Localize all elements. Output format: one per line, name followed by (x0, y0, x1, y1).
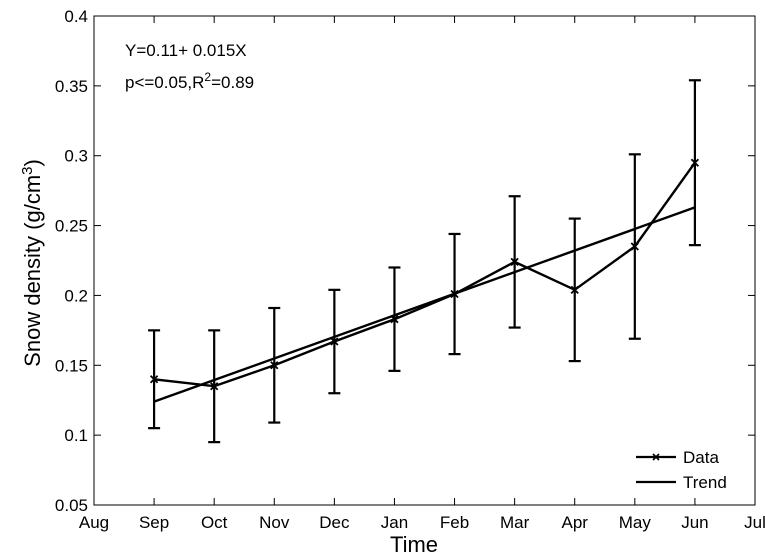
error-bar (148, 329, 161, 430)
data-point (450, 289, 459, 299)
y-axis-title-close: ) (20, 159, 45, 166)
legend: Data Trend (628, 443, 740, 495)
y-tick-label: 0.05 (55, 496, 88, 515)
x-tick-label: Feb (440, 513, 469, 532)
error-bar (568, 217, 581, 363)
data-point (390, 315, 399, 324)
x-tick-label: Aug (79, 513, 109, 532)
data-point (510, 257, 519, 267)
y-tick-label: 0.35 (55, 77, 88, 96)
regression-equation: Y=0.11+ 0.015X (125, 41, 247, 60)
regression-stats-a: p<=0.05,R (125, 73, 204, 92)
error-bar (268, 306, 281, 424)
regression-stats-b: =0.89 (211, 73, 254, 92)
regression-stats-sup: 2 (204, 70, 211, 84)
error-bar (388, 266, 401, 372)
y-axis-title-main: Snow density (g/cm (20, 175, 45, 367)
x-tick-label: Nov (259, 513, 290, 532)
legend-label-trend: Trend (683, 473, 727, 492)
y-tick-label: 0.2 (64, 286, 88, 305)
data-point (210, 382, 219, 391)
plot-area: 0.05 0.1 0.15 0.2 0.25 0.3 0.35 0.4 Aug Sep Oct Nov… (55, 7, 765, 532)
data-point (270, 361, 279, 370)
axes-box (93, 15, 756, 506)
y-tick-label: 0.3 (64, 147, 88, 166)
error-bar (448, 232, 461, 356)
legend-label-data: Data (683, 448, 719, 467)
x-tick-label: Sep (139, 513, 169, 532)
x-tick-label: Jun (681, 513, 708, 532)
trend-line (153, 206, 696, 403)
error-bar (688, 79, 701, 247)
legend-marker-data (652, 453, 660, 461)
x-tick-label: Jul (744, 513, 765, 532)
x-tick-label: Dec (319, 513, 350, 532)
x-tick-label: Oct (201, 513, 228, 532)
data-point (570, 285, 579, 294)
y-axis-title: Snow density (g/cm3) (19, 159, 45, 367)
y-axis-title-sup: 3 (19, 167, 36, 175)
data-point (690, 158, 700, 167)
regression-stats: p<=0.05,R2=0.89 (125, 70, 254, 92)
data-point (630, 242, 639, 251)
legend-box (628, 443, 740, 495)
x-tick-label: Jan (381, 513, 408, 532)
error-bar (508, 195, 521, 329)
error-bar (328, 288, 341, 395)
y-tick-label: 0.1 (64, 426, 88, 445)
data-point (149, 375, 159, 384)
error-bar (628, 153, 641, 340)
y-tick-label: 0.15 (55, 356, 88, 375)
error-bar (208, 329, 221, 444)
y-tick-label: 0.25 (55, 217, 88, 236)
x-tick-label: Mar (500, 513, 530, 532)
x-tick-label: Apr (561, 513, 588, 532)
x-tick-label: May (619, 513, 652, 532)
y-tick-label: 0.4 (64, 7, 88, 26)
data-point (330, 337, 339, 346)
data-line (153, 162, 696, 388)
x-axis-title: Time (390, 532, 438, 555)
